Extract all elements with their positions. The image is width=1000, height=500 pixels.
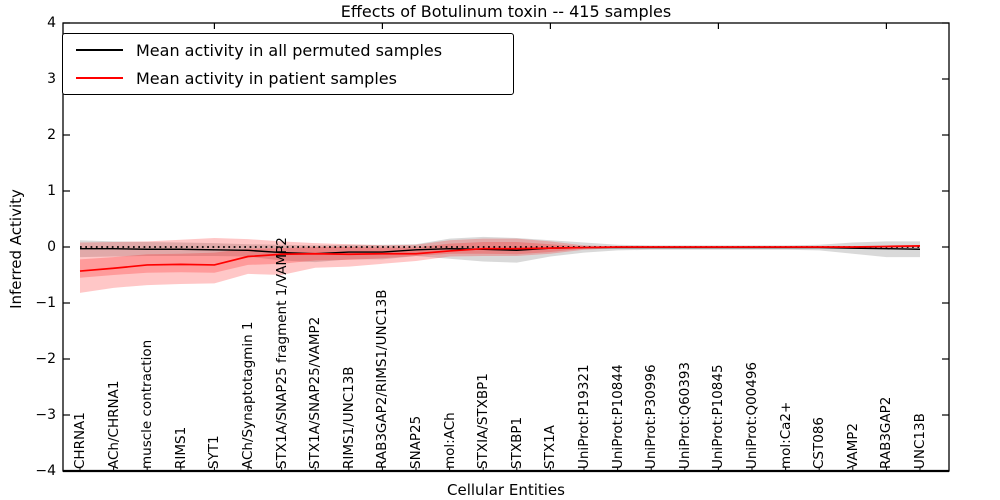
x-tick-label: muscle contraction [139, 339, 156, 469]
x-tick-label: RIMS1/UNC13B [340, 366, 357, 469]
x-tick-label: SNAP25 [408, 415, 424, 469]
x-tick-label: STXIA/STXBP1 [475, 373, 492, 469]
y-tick-label: −4 [35, 463, 56, 479]
chart-title: Effects of Botulinum toxin -- 415 sample… [340, 2, 672, 21]
y-tick-label: 1 [47, 183, 56, 199]
x-tick-label: UniProt:P19321 [576, 364, 592, 469]
legend: Mean activity in all permuted samples Me… [62, 33, 514, 95]
y-tick-label: 3 [47, 71, 56, 87]
x-tick-label: UniProt:P30996 [643, 364, 660, 469]
x-tick-label: STX1A/SNAP25/VAMP2 [307, 316, 324, 469]
x-tick-label: mol:ACh [441, 412, 458, 469]
x-axis-label: Cellular Entities [447, 481, 565, 499]
legend-label-permuted: Mean activity in all permuted samples [136, 40, 443, 60]
x-tick-label: CST086 [811, 416, 828, 469]
black-line-swatch [76, 49, 123, 51]
x-tick-label: UniProt:Q60393 [676, 361, 693, 469]
legend-entry-patient: Mean activity in patient samples [63, 65, 513, 91]
legend-label-patient: Mean activity in patient samples [136, 68, 397, 88]
y-tick-label: 4 [47, 15, 56, 31]
x-tick-label: UniProt:P10845 [710, 364, 727, 469]
x-tick-label: RAB3GAP2 [878, 396, 895, 469]
x-tick-label: mol:Ca2+ [777, 401, 794, 469]
red-line-swatch [76, 77, 123, 79]
x-tick-label: STX1A/SNAP25 fragment 1/VAMP2 [273, 237, 290, 469]
x-tick-label: STXBP1 [508, 416, 525, 469]
x-tick-label: ACh/Synaptotagmin 1 [240, 321, 256, 469]
y-tick-label: −3 [35, 407, 56, 423]
x-tick-label: SYT1 [206, 435, 223, 469]
x-tick-label: UniProt:Q00496 [744, 361, 760, 469]
x-tick-label: UniProt:P10844 [609, 364, 626, 469]
patient-mean-line [79, 245, 921, 272]
y-tick-label: 2 [47, 127, 56, 143]
y-tick-label: 0 [47, 239, 56, 255]
x-tick-label: RIMS1 [172, 426, 189, 469]
x-tick-label: RAB3GAP2/RIMS1/UNC13B [374, 289, 391, 469]
x-tick-label: ACh/CHRNA1 [105, 380, 122, 469]
x-tick-label: STX1A [542, 425, 559, 469]
patient-band-outer [80, 238, 920, 293]
y-tick-label: −2 [35, 351, 56, 367]
patient-band-inner [80, 241, 920, 278]
y-tick-label: −1 [35, 295, 56, 311]
x-tick-label: VAMP2 [844, 423, 861, 469]
x-tick-label: CHRNA1 [72, 412, 88, 469]
legend-entry-permuted: Mean activity in all permuted samples [63, 37, 513, 63]
x-tick-label: UNC13B [912, 413, 928, 469]
